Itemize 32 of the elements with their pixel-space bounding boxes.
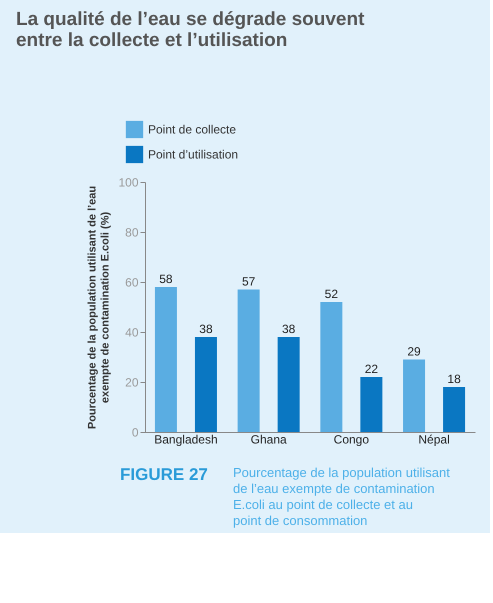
data-label: 38 <box>282 322 296 336</box>
y-tick-label: 80 <box>125 226 139 240</box>
y-axis-title: Pourcentage de la population utilisant de l’eau exempte de contamination E.coli (%) <box>86 186 112 430</box>
bar <box>403 360 426 432</box>
bar <box>278 337 300 432</box>
data-label: 58 <box>159 272 173 286</box>
legend-label: Point de collecte <box>148 122 236 136</box>
y-tick-label: 20 <box>125 376 139 390</box>
x-tick-label: Ghana <box>250 432 287 446</box>
y-tick-label: 0 <box>132 426 139 440</box>
data-label: 52 <box>324 287 338 301</box>
data-label: 22 <box>364 362 378 376</box>
data-label: 38 <box>199 322 213 336</box>
x-tick-label: Bangladesh <box>154 432 218 446</box>
caption: FIGURE 27 <box>120 465 208 484</box>
x-tick-label: Népal <box>418 432 450 446</box>
y-tick-label: 40 <box>125 326 139 340</box>
data-label: 57 <box>242 274 256 288</box>
data-label: 29 <box>407 344 422 358</box>
legend-label: Point d’utilisation <box>148 148 238 162</box>
data-label: 18 <box>447 372 462 386</box>
y-tick-label: 100 <box>118 176 139 190</box>
bar <box>238 290 260 432</box>
bar <box>154 287 177 432</box>
bar <box>320 302 342 432</box>
chart-title: La qualité de l’eau se dégrade souvent entre la collecte et l’utilisation <box>16 9 366 51</box>
bar <box>194 337 217 432</box>
x-tick-label: Congo <box>334 432 370 446</box>
text: Pourcentage de la population utilisant de l’eau exempte de contamination E.coli au point de collecte et au point de consommation <box>233 465 450 528</box>
bar <box>443 387 466 432</box>
bar <box>360 377 382 432</box>
y-tick-label: 60 <box>125 276 139 290</box>
